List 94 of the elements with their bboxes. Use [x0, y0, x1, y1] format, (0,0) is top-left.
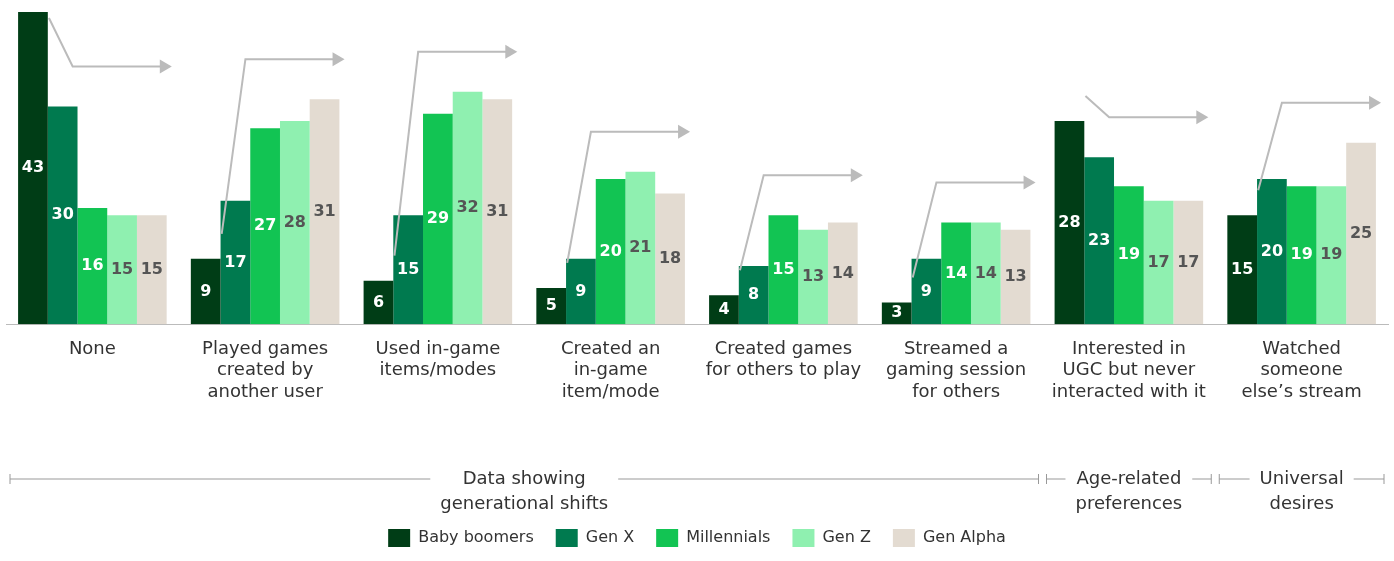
bar: [768, 215, 799, 325]
bar: [309, 99, 340, 325]
data-label: 9: [200, 280, 212, 300]
bar: [970, 222, 1001, 325]
data-label: 14: [944, 262, 968, 282]
data-label: 43: [21, 157, 45, 177]
bar: [47, 106, 78, 325]
data-label: 20: [599, 240, 622, 260]
bar: [625, 171, 656, 325]
data-label: 13: [1004, 266, 1027, 286]
text: Data showing generational shifts: [440, 466, 609, 513]
bar: [1084, 157, 1115, 325]
data-label: 28: [283, 211, 306, 231]
bar: [655, 193, 685, 325]
data-label: 27: [253, 215, 277, 235]
data-label: 19: [1320, 244, 1343, 264]
data-label: 18: [658, 248, 682, 268]
bar: [1143, 200, 1174, 325]
data-label: 15: [110, 258, 134, 278]
bar: [1054, 120, 1085, 325]
data-label: 5: [545, 295, 557, 315]
x-tick-label: Streamed a gaming session for others: [886, 336, 1027, 401]
bar: [827, 222, 858, 325]
legend-label: Gen X: [585, 527, 635, 547]
data-label: 30: [51, 204, 74, 224]
data-label: 23: [1088, 229, 1111, 249]
data-label: 15: [772, 258, 795, 278]
data-label: 28: [1058, 211, 1081, 231]
data-label: 25: [1349, 222, 1373, 242]
data-label: 31: [313, 200, 336, 220]
bar: [1316, 186, 1347, 325]
bar: [709, 295, 739, 325]
data-label: 6: [372, 291, 385, 311]
bar: [393, 215, 424, 325]
bar: [1227, 215, 1258, 325]
data-label: 17: [1177, 251, 1200, 271]
bar: [452, 91, 483, 325]
bar: [190, 258, 221, 325]
bar: [566, 258, 596, 325]
data-label: 20: [1260, 240, 1284, 260]
data-label: 19: [1117, 244, 1141, 264]
data-label: 31: [486, 200, 509, 220]
text: Universal desires: [1259, 466, 1344, 513]
data-label: 32: [456, 197, 479, 217]
bar: [1257, 178, 1287, 325]
bar: [18, 12, 48, 325]
bar: [77, 208, 108, 325]
legend-label: Baby boomers: [418, 527, 534, 547]
legend-label: Gen Alpha: [922, 527, 1006, 547]
text: Age-related preferences: [1075, 466, 1183, 513]
data-label: 29: [426, 208, 450, 228]
data-label: 19: [1290, 244, 1313, 264]
bar: [1114, 186, 1144, 325]
bar: [1173, 200, 1204, 325]
bar: [536, 287, 567, 325]
x-tick-label: Created an in-game item/mode: [560, 336, 661, 401]
bar: [798, 229, 828, 325]
bar: [279, 120, 310, 325]
x-tick-label: Used in-game items/modes: [375, 336, 501, 380]
x-tick-label: Watched someone else’s stream: [1241, 336, 1362, 401]
data-label: 15: [140, 258, 163, 278]
x-tick-label: Created games for others to play: [705, 336, 862, 380]
bar: [911, 258, 942, 325]
data-label: 4: [718, 298, 730, 318]
data-label: 8: [748, 284, 760, 304]
x-tick-label: Interested in UGC but never interacted with it: [1051, 336, 1206, 401]
data-label: 14: [974, 262, 997, 282]
data-label: 14: [831, 262, 854, 282]
x-tick-label: Played games created by another user: [202, 336, 329, 401]
bar: [1346, 142, 1376, 325]
bar: [250, 128, 280, 325]
data-label: 17: [224, 251, 247, 271]
data-label: 3: [891, 302, 903, 322]
bar: [423, 113, 453, 325]
data-label: 9: [920, 280, 932, 300]
data-label: 9: [575, 280, 587, 300]
bar: [107, 215, 137, 325]
data-label: 16: [81, 255, 104, 275]
bar: [1286, 186, 1317, 325]
bar: [941, 222, 971, 325]
legend-label: Millennials: [686, 527, 771, 547]
x-tick-label: None: [68, 336, 116, 358]
bar: [595, 178, 626, 325]
data-label: 13: [801, 266, 825, 286]
bar: [738, 266, 769, 325]
data-label: 17: [1147, 251, 1170, 271]
bar: [136, 215, 167, 325]
bar: [1000, 229, 1031, 325]
data-label: 21: [629, 237, 652, 257]
data-label: 15: [397, 258, 420, 278]
bar: [482, 99, 513, 325]
bar: [220, 200, 251, 325]
data-label: 15: [1231, 258, 1254, 278]
legend-label: Gen Z: [822, 527, 871, 547]
